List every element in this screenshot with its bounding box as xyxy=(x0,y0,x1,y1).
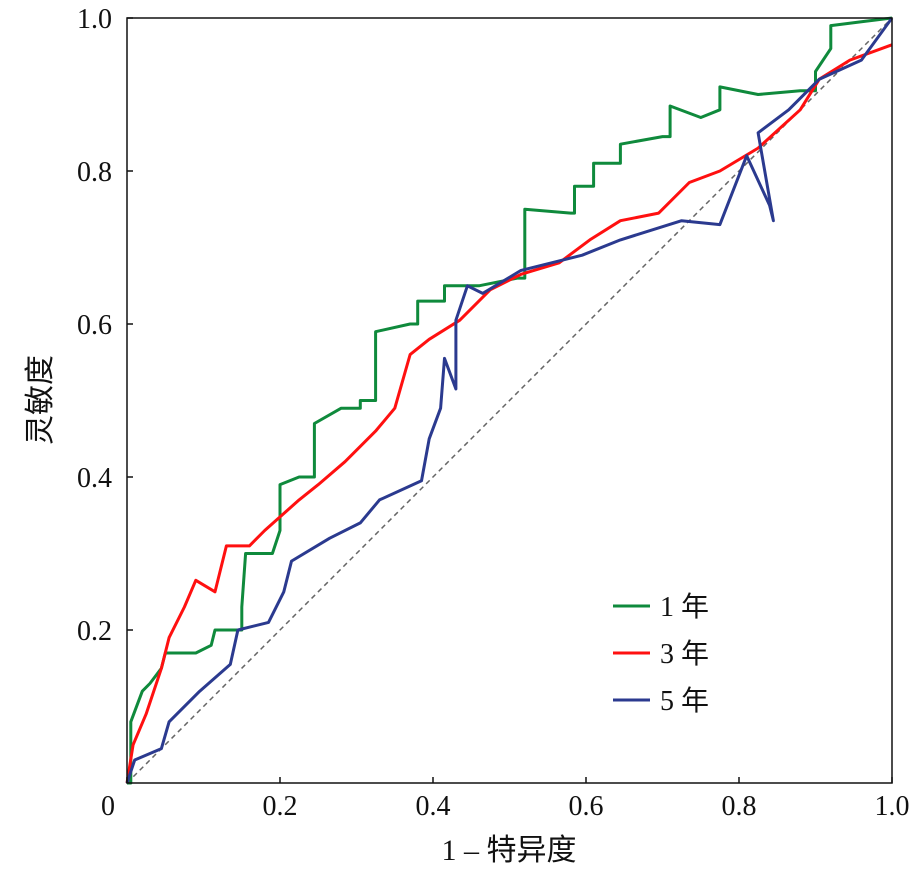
y-tick-label: 0.6 xyxy=(77,310,112,341)
y-tick-label: 0.8 xyxy=(77,157,112,188)
legend-label: 5 年 xyxy=(660,685,709,717)
reference-diagonal-line xyxy=(126,17,893,784)
x-tick-label: 0.6 xyxy=(569,791,604,822)
series-line-1 xyxy=(127,16,893,785)
x-tick-label: 0.2 xyxy=(263,791,298,822)
series-line-2 xyxy=(125,43,893,784)
series-line-3 xyxy=(125,17,894,784)
legend: 1 年 3 年 5 年 xyxy=(613,591,709,717)
y-tick-label: 1.0 xyxy=(77,4,112,35)
y-tick-label: 0.2 xyxy=(77,616,112,647)
x-axis-label: 1 – 特异度 xyxy=(442,834,577,867)
plot-frame xyxy=(126,17,893,784)
legend-label: 1 年 xyxy=(660,591,709,623)
x-tick-label: 0.4 xyxy=(416,791,451,822)
x-tick-label: 0.8 xyxy=(722,791,757,822)
legend-label: 3 年 xyxy=(660,638,709,670)
y-axis-label: 灵敏度 xyxy=(24,355,57,445)
x-tick-label: 0 xyxy=(101,791,115,822)
y-tick-label: 0.4 xyxy=(77,463,112,494)
x-tick-label: 1.0 xyxy=(875,791,910,822)
